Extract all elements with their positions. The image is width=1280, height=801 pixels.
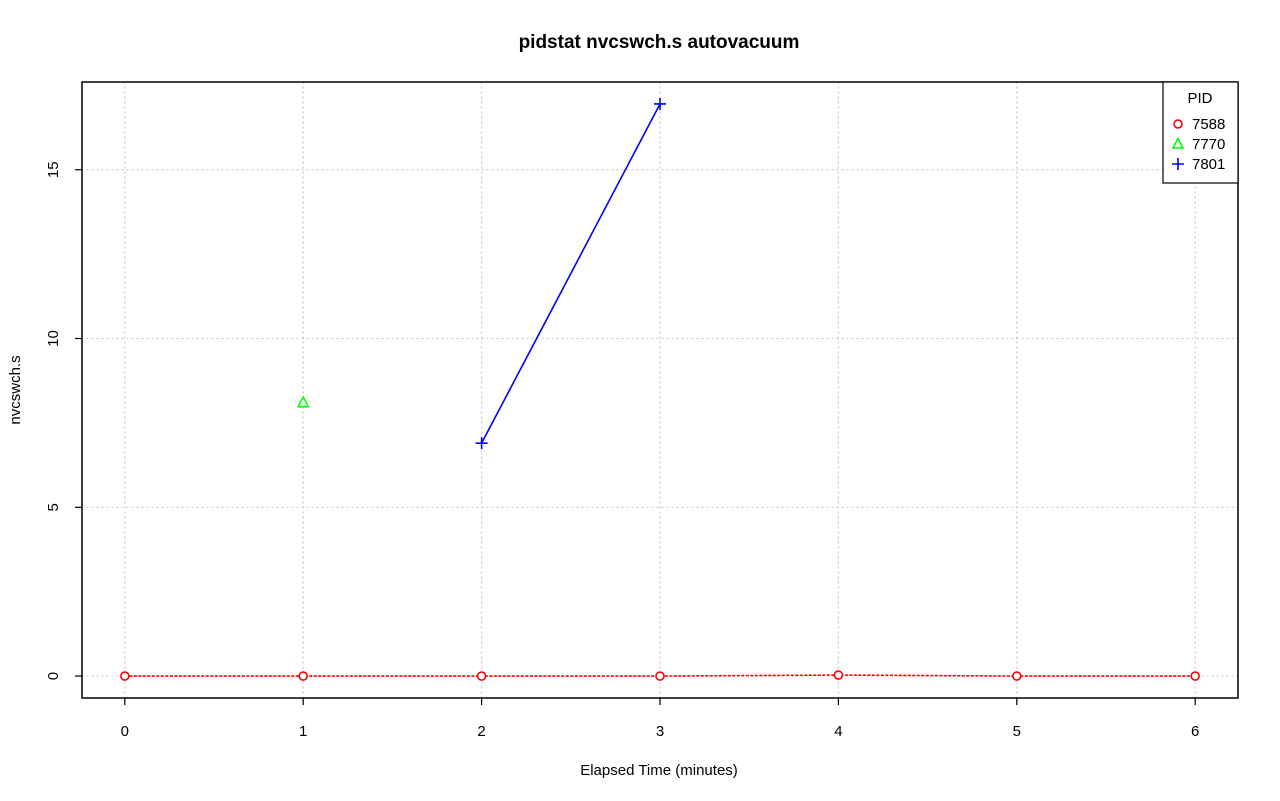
x-tick-label: 6 bbox=[1191, 723, 1199, 740]
data-point-7588 bbox=[1011, 671, 1022, 681]
legend: PID 7588 7770 7801 bbox=[1162, 81, 1239, 184]
grid bbox=[81, 81, 1239, 699]
data-point-7588 bbox=[1190, 671, 1200, 681]
data-point-7770 bbox=[296, 395, 310, 408]
legend-entry-7588: 7588 bbox=[1192, 116, 1225, 133]
data-point-7588 bbox=[655, 671, 665, 681]
legend-title: PID bbox=[1187, 90, 1212, 107]
plot-frame bbox=[81, 81, 1239, 699]
series-7588 bbox=[120, 670, 1200, 681]
data-point-7801 bbox=[475, 437, 488, 450]
x-tick-label: 1 bbox=[299, 723, 307, 740]
series-7801 bbox=[475, 97, 666, 450]
y-tick-label: 10 bbox=[45, 330, 62, 347]
y-axis: 0 5 10 15 bbox=[45, 161, 82, 680]
x-tick-label: 3 bbox=[656, 723, 664, 740]
x-axis-label: Elapsed Time (minutes) bbox=[580, 762, 738, 779]
data-point-7588 bbox=[476, 671, 487, 681]
x-axis: 0 1 2 3 4 5 6 bbox=[121, 698, 1199, 740]
legend-entry-7770: 7770 bbox=[1192, 136, 1225, 153]
x-tick-label: 0 bbox=[121, 723, 129, 740]
series-7770 bbox=[296, 395, 310, 408]
data-point-7588 bbox=[298, 671, 309, 681]
y-tick-label: 15 bbox=[45, 161, 62, 178]
y-tick-label: 0 bbox=[45, 672, 62, 680]
series-layer bbox=[120, 97, 1200, 681]
chart-title: pidstat nvcswch.s autovacuum bbox=[519, 32, 800, 53]
legend-entry-7801: 7801 bbox=[1192, 156, 1225, 173]
y-axis-label: nvcswch.s bbox=[7, 355, 24, 424]
x-tick-label: 2 bbox=[477, 723, 485, 740]
data-point-7588 bbox=[120, 671, 130, 681]
x-tick-label: 5 bbox=[1013, 723, 1021, 740]
data-point-7801 bbox=[654, 97, 666, 110]
legend-box bbox=[1162, 81, 1239, 184]
legend-marker-7801 bbox=[1172, 158, 1184, 170]
y-tick-label: 5 bbox=[45, 503, 62, 511]
x-tick-label: 4 bbox=[834, 723, 842, 740]
legend-marker-7770 bbox=[1171, 136, 1185, 149]
series-line-7801 bbox=[480, 103, 661, 444]
data-point-7588 bbox=[833, 670, 844, 680]
legend-marker-7588 bbox=[1173, 119, 1183, 129]
